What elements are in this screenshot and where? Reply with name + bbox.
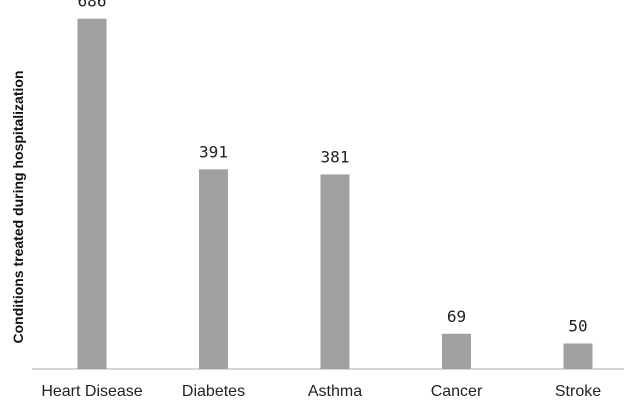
bar-stroke [563,343,593,369]
x-tick-label: Stroke [555,383,601,400]
data-label: 686 [78,0,107,11]
y-axis-label: Conditions treated during hospitalizatio… [10,71,26,344]
x-tick-label: Heart Disease [41,383,142,400]
x-tick-label: Cancer [431,383,483,400]
data-label: 50 [568,316,587,335]
bar-diabetes [199,169,228,369]
x-tick-label: Diabetes [182,383,245,400]
bar-heart-disease [77,18,107,370]
bar-cancer [442,333,471,369]
data-label: 69 [447,307,466,326]
data-label: 381 [321,147,350,166]
x-tick-label: Asthma [308,383,362,400]
bar-asthma [320,174,350,369]
bars-group: 686 Heart Disease 391 Diabetes 381 Asthma 69 Ca… [41,0,601,400]
data-label: 391 [199,142,228,161]
